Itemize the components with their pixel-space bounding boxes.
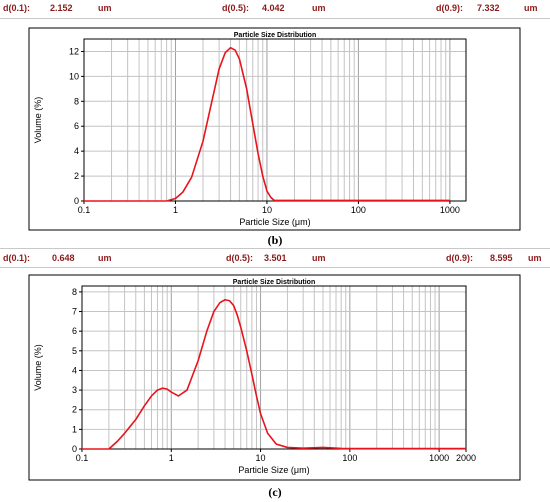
y-tick-label: 8 (72, 287, 77, 297)
d01-value: 0.648 (52, 253, 75, 263)
d05-unit: um (312, 3, 326, 13)
caption-b: (b) (267, 233, 283, 247)
plot-area (81, 285, 467, 450)
y-tick-label: 7 (72, 307, 77, 317)
series-line (84, 46, 450, 202)
d09-label: d(0.9): (446, 253, 473, 263)
y-tick-label: 2 (74, 171, 79, 181)
y-tick-label: 10 (69, 71, 79, 81)
x-tick-label: 100 (351, 205, 366, 215)
x-tick-label: 1000 (440, 205, 460, 215)
y-tick-label: 4 (72, 365, 77, 375)
d05-value: 3.501 (264, 253, 287, 263)
d05-unit: um (312, 253, 326, 263)
x-tick-label: 10 (262, 205, 272, 215)
y-tick-label: 4 (74, 146, 79, 156)
stats-row-b: d(0.1): 2.152 um d(0.5): 4.042 um d(0.9)… (0, 0, 550, 16)
y-tick-label: 5 (72, 346, 77, 356)
x-tick-label: 0.1 (76, 453, 89, 463)
x-tick-label: 1 (169, 453, 174, 463)
y-tick-label: 12 (69, 46, 79, 56)
y-tick-label: 0 (72, 444, 77, 454)
chart-frame (28, 274, 521, 481)
d09-value: 8.595 (490, 253, 513, 263)
y-tick-label: 8 (74, 96, 79, 106)
d09-unit: um (524, 3, 538, 13)
y-tick-label: 3 (72, 385, 77, 395)
x-tick-label: 1 (173, 205, 178, 215)
y-tick-label: 1 (72, 424, 77, 434)
d01-unit: um (98, 3, 112, 13)
d09-label: d(0.9): (436, 3, 463, 13)
y-tick-label: 6 (74, 121, 79, 131)
chart-title: Particle Size Distribution (234, 32, 316, 39)
d01-label: d(0.1): (3, 3, 30, 13)
d05-label: d(0.5): (222, 3, 249, 13)
series-line (82, 298, 466, 450)
chart-c: Particle Size Distribution 0 1 2 3 4 5 6 7 8 0.1 1 1… (28, 274, 521, 481)
chart-b: Particle Size Distribution 0 2 4 6 8 10 12 0.1 1 1… (28, 27, 521, 231)
x-tick-label: 0.1 (78, 205, 91, 215)
d09-value: 7.332 (477, 3, 500, 13)
d05-value: 4.042 (262, 3, 285, 13)
x-axis-label: Particle Size (μm) (239, 217, 310, 227)
d01-unit: um (98, 253, 112, 263)
caption-c: (c) (268, 485, 282, 499)
x-tick-label: 2000 (456, 453, 476, 463)
d01-value: 2.152 (50, 3, 73, 13)
x-tick-label: 100 (342, 453, 357, 463)
d01-label: d(0.1): (3, 253, 30, 263)
d09-unit: um (528, 253, 542, 263)
y-tick-label: 6 (72, 326, 77, 336)
x-tick-label: 1000 (429, 453, 449, 463)
d05-label: d(0.5): (226, 253, 253, 263)
x-tick-label: 10 (256, 453, 266, 463)
chart-title: Particle Size Distribution (233, 279, 315, 286)
y-axis-label: Volume (%) (33, 344, 43, 391)
divider-c (0, 267, 550, 268)
y-tick-label: 2 (72, 405, 77, 415)
divider-b (0, 18, 550, 19)
divider-c-top (0, 248, 550, 249)
chart-frame (28, 27, 521, 231)
y-tick-label: 0 (74, 196, 79, 206)
grid-lines (81, 286, 467, 450)
x-axis-label: Particle Size (μm) (238, 465, 309, 475)
stats-row-c: d(0.1): 0.648 um d(0.5): 3.501 um d(0.9)… (0, 250, 550, 266)
y-axis-label: Volume (%) (33, 97, 43, 144)
